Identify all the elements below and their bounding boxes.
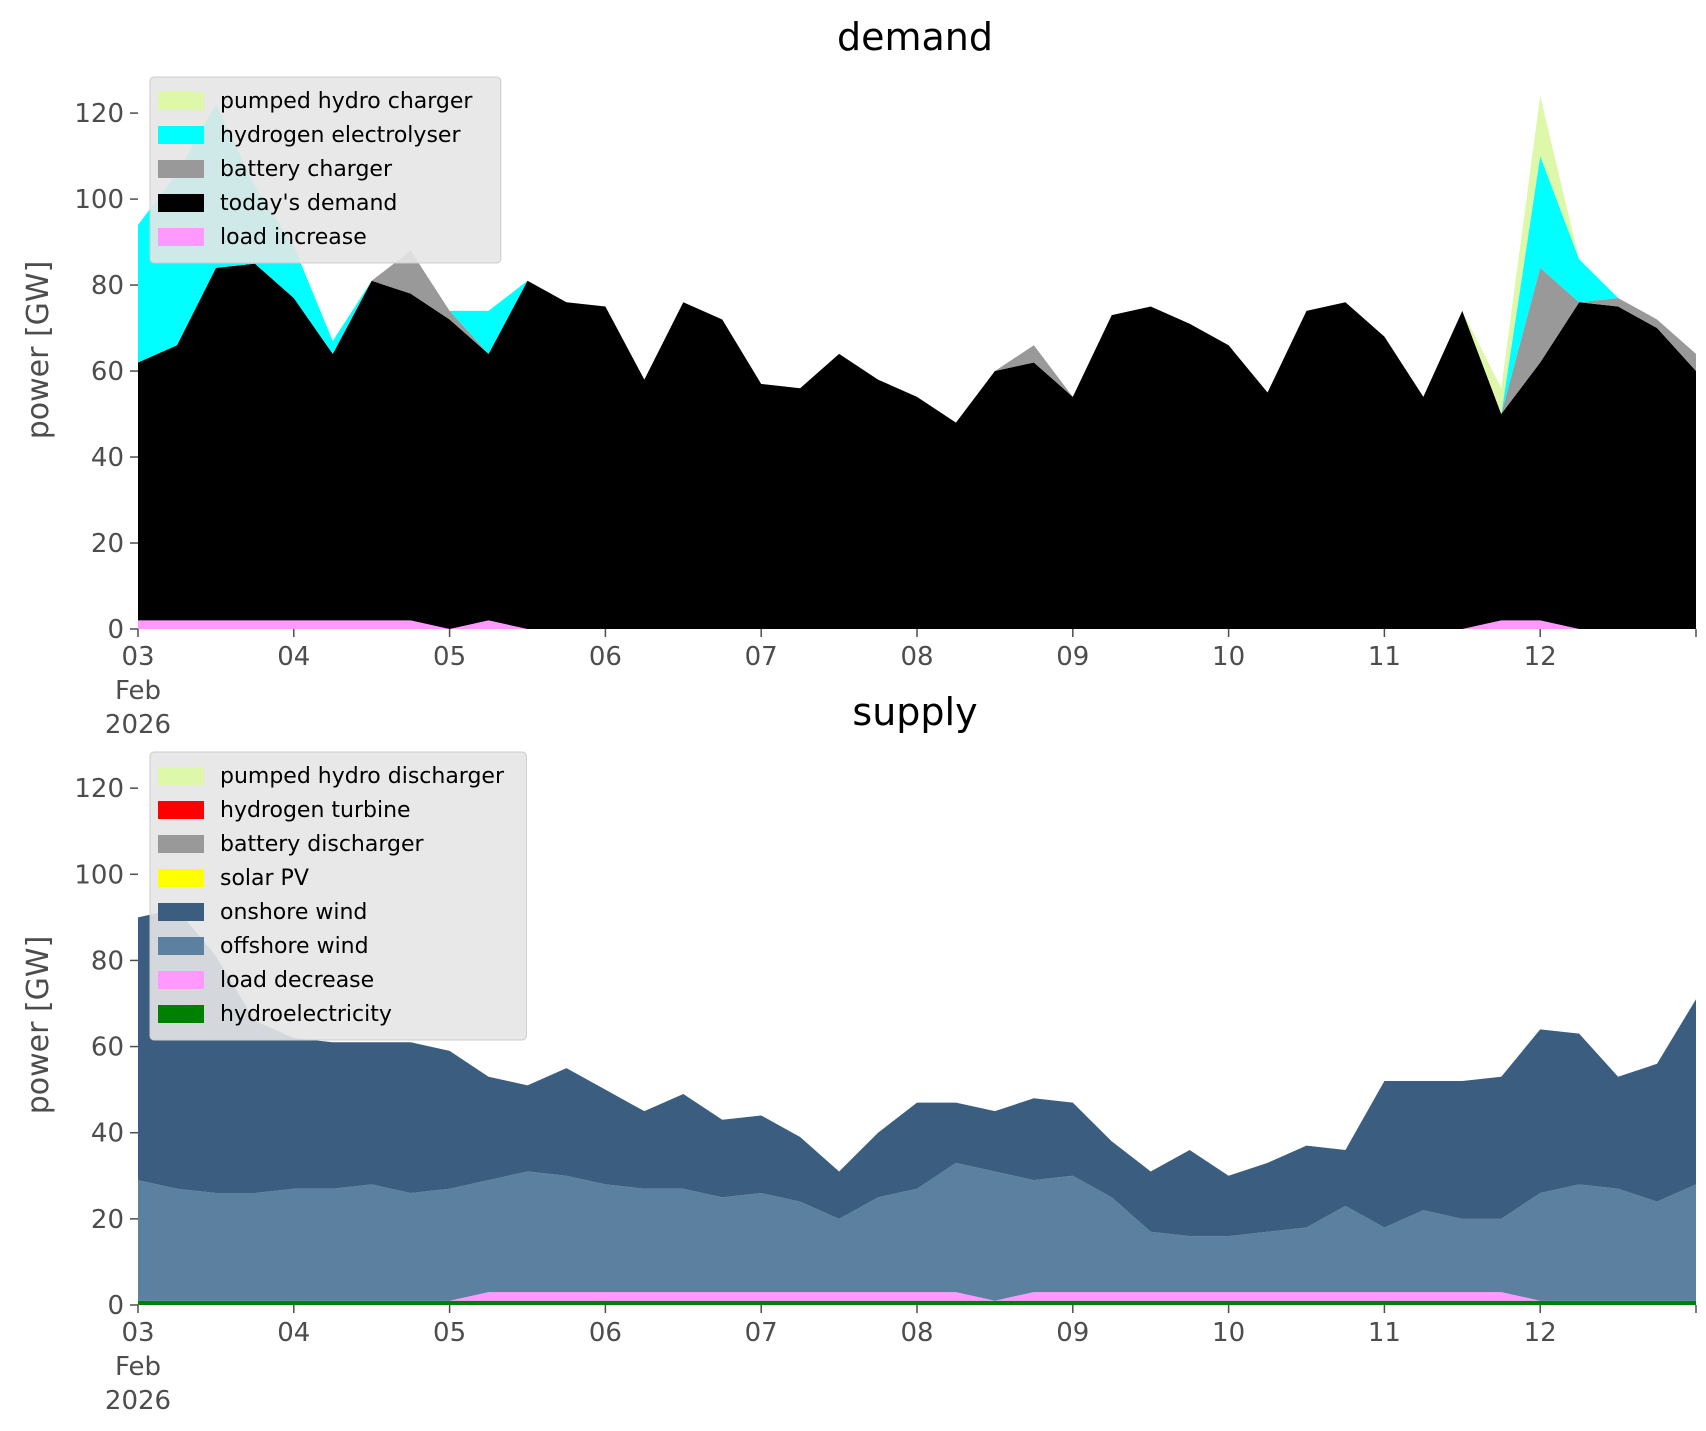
area-load-increase xyxy=(138,620,1696,629)
legend-label-pumped-hydro-discharger: pumped hydro discharger xyxy=(220,764,505,789)
demand-panel: demand power [GW] 0 20 40 60 80 100 120 03 Feb 20… xyxy=(21,15,1697,740)
x-tick-label: 03 xyxy=(121,1318,154,1348)
legend-label-hydroelectricity: hydroelectricity xyxy=(220,1002,392,1027)
x-tick-label: 05 xyxy=(433,642,466,672)
y-tick-label: 20 xyxy=(91,1205,124,1235)
x-tick-label: 08 xyxy=(900,1318,933,1348)
x-tick-label: 07 xyxy=(745,1318,778,1348)
axes: 0 20 40 60 80 100 120 03 Feb 2026 04 05 06 07 08 09 10 11… xyxy=(74,99,1697,740)
y-tick-label: 60 xyxy=(91,1033,124,1063)
x-tick-label: 10 xyxy=(1212,642,1245,672)
area-load-decrease xyxy=(138,1292,1696,1301)
x-tick-label: 11 xyxy=(1368,1318,1401,1348)
x-tick-label: 10 xyxy=(1212,1318,1245,1348)
legend-label-battery-charger: battery charger xyxy=(220,157,393,182)
y-tick-label: 20 xyxy=(91,529,124,559)
x-tick-label: 2026 xyxy=(105,710,171,740)
x-tick-label: 07 xyxy=(745,642,778,672)
y-tick-label: 100 xyxy=(74,860,124,890)
legend-label-solar-pv: solar PV xyxy=(220,866,309,891)
axes: 0 20 40 60 80 100 120 03 Feb 2026 04 05 06 07 08 09 10 11… xyxy=(74,774,1697,1416)
legend-label-hydrogen-turbine: hydrogen turbine xyxy=(220,798,411,823)
area-offshore-wind xyxy=(138,1162,1696,1301)
legend-swatch-today-s-demand xyxy=(158,194,204,212)
legend-label-load-decrease: load decrease xyxy=(220,968,374,993)
legend-frame xyxy=(149,76,502,264)
supply-panel: supply power [GW] 0 20 40 60 80 100 120 03 Feb 20… xyxy=(21,690,1697,1416)
legend-swatch-hydrogen-turbine xyxy=(158,801,204,819)
legend-swatch-hydroelectricity xyxy=(158,1005,204,1023)
x-tick-label: 05 xyxy=(433,1318,466,1348)
legend-swatch-pumped-hydro-discharger xyxy=(158,767,204,785)
area-today-s-demand xyxy=(138,263,1696,629)
legend: pumped hydro charger hydrogen electrolyse… xyxy=(149,76,502,264)
legend-label-offshore-wind: offshore wind xyxy=(220,934,369,959)
x-tick-label: 09 xyxy=(1056,642,1089,672)
legend-swatch-pumped-hydro-charger xyxy=(158,92,204,110)
y-tick-label: 0 xyxy=(107,1291,124,1321)
x-tick-label: 09 xyxy=(1056,1318,1089,1348)
area-hydroelectricity xyxy=(138,1300,1696,1305)
legend-swatch-offshore-wind xyxy=(158,937,204,955)
y-tick-label: 80 xyxy=(91,271,124,301)
x-tick-label: 06 xyxy=(589,1318,622,1348)
x-tick-label: 12 xyxy=(1524,1318,1557,1348)
y-tick-label: 80 xyxy=(91,946,124,976)
x-tick-label: 08 xyxy=(900,642,933,672)
legend-swatch-battery-charger xyxy=(158,160,204,178)
y-tick-label: 0 xyxy=(107,615,124,645)
legend-swatch-onshore-wind xyxy=(158,903,204,921)
chart-title: supply xyxy=(852,690,977,734)
legend-label-battery-discharger: battery discharger xyxy=(220,832,425,857)
y-tick-label: 60 xyxy=(91,357,124,387)
x-tick-label: Feb xyxy=(115,676,161,706)
legend-swatch-hydrogen-electrolyser xyxy=(158,126,204,144)
y-tick-label: 120 xyxy=(74,774,124,804)
legend-label-today-s-demand: today's demand xyxy=(220,191,397,216)
area-layers xyxy=(138,908,1696,1305)
legend-swatch-battery-discharger xyxy=(158,835,204,853)
legend-swatch-load-increase xyxy=(158,228,204,246)
legend-label-hydrogen-electrolyser: hydrogen electrolyser xyxy=(220,123,461,148)
y-tick-label: 120 xyxy=(74,99,124,129)
legend-label-load-increase: load increase xyxy=(220,225,367,250)
x-tick-label: 04 xyxy=(277,642,310,672)
area-onshore-wind xyxy=(138,908,1696,1237)
x-tick-label: 12 xyxy=(1524,642,1557,672)
legend-label-pumped-hydro-charger: pumped hydro charger xyxy=(220,89,473,114)
y-tick-label: 100 xyxy=(74,185,124,215)
area-layers xyxy=(138,95,1696,629)
area-pumped-hydro-charger xyxy=(138,95,1696,423)
legend: pumped hydro discharger hydrogen turbine b… xyxy=(149,751,527,1041)
x-tick-label: 2026 xyxy=(105,1386,171,1416)
x-tick-label: 06 xyxy=(589,642,622,672)
y-tick-label: 40 xyxy=(91,443,124,473)
legend-swatch-solar-pv xyxy=(158,869,204,887)
x-tick-label: 03 xyxy=(121,642,154,672)
legend-swatch-load-decrease xyxy=(158,971,204,989)
x-tick-label: Feb xyxy=(115,1352,161,1382)
legend-label-onshore-wind: onshore wind xyxy=(220,900,367,925)
y-axis-label: power [GW] xyxy=(21,936,56,1115)
y-tick-label: 40 xyxy=(91,1119,124,1149)
chart-title: demand xyxy=(837,15,993,59)
legend-frame xyxy=(149,751,527,1041)
x-tick-label: 04 xyxy=(277,1318,310,1348)
x-tick-label: 11 xyxy=(1368,642,1401,672)
y-axis-label: power [GW] xyxy=(21,261,56,440)
